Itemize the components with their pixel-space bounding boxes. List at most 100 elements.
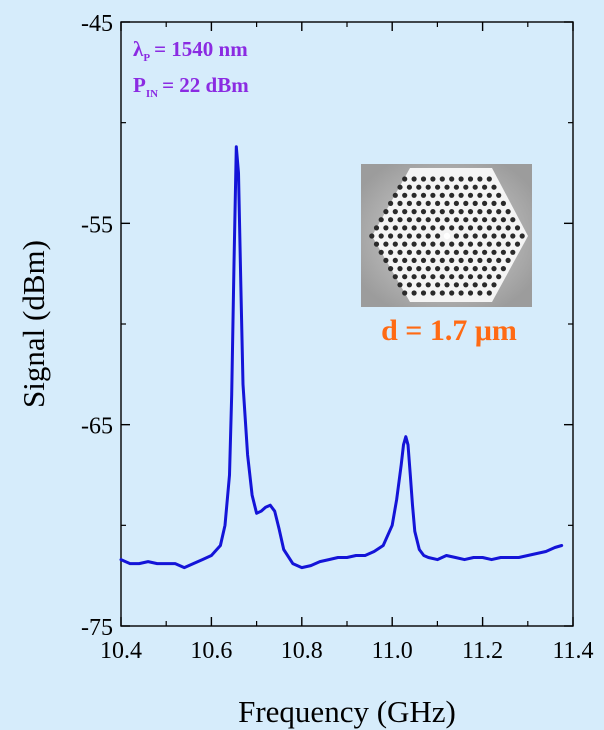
lattice-hole <box>439 274 445 280</box>
lattice-hole <box>458 257 464 263</box>
lattice-hole <box>467 257 474 263</box>
lattice-hole <box>402 274 408 280</box>
lattice-hole <box>482 282 488 288</box>
lattice-hole <box>430 225 436 231</box>
lattice-hole <box>430 290 436 296</box>
lattice-hole <box>472 266 478 272</box>
lattice-hole <box>444 217 450 223</box>
lattice-hole <box>392 274 398 280</box>
lattice-hole <box>500 249 506 255</box>
lattice-hole <box>397 249 403 255</box>
lattice-hole <box>467 274 474 280</box>
lattice-hole <box>439 176 445 182</box>
lattice-hole <box>510 233 516 239</box>
lattice-hole <box>411 241 417 247</box>
lattice-hole <box>486 274 492 280</box>
lattice-hole <box>482 200 488 206</box>
lattice-hole <box>425 266 431 272</box>
lattice-hole <box>388 200 394 206</box>
lattice-hole <box>402 290 408 296</box>
lattice-hole <box>420 274 427 280</box>
lattice-hole <box>411 176 417 182</box>
lattice-hole <box>482 217 488 223</box>
lattice-hole <box>486 257 492 263</box>
lattice-hole <box>472 233 478 239</box>
lattice-hole <box>444 200 450 206</box>
lattice-hole <box>453 266 459 272</box>
lattice-hole <box>449 225 455 231</box>
lattice-hole <box>496 209 502 215</box>
lattice-hole <box>477 241 483 247</box>
lattice-hole <box>510 217 516 223</box>
lattice-hole <box>491 217 497 223</box>
lattice-hole <box>383 209 389 215</box>
lattice-hole <box>482 249 488 255</box>
lattice-hole <box>416 217 422 223</box>
inset-label: d = 1.7 μm <box>381 314 517 347</box>
lattice-hole <box>383 225 389 231</box>
series-line <box>119 145 564 570</box>
lattice-hole <box>505 241 511 247</box>
lattice-hole <box>500 266 506 272</box>
lattice-hole <box>406 184 412 190</box>
lattice-hole <box>392 209 398 215</box>
lattice-hole <box>388 233 394 239</box>
lattice-hole <box>467 192 474 198</box>
lattice-hole <box>477 225 483 231</box>
lattice-hole <box>458 290 464 296</box>
lattice-hole <box>491 184 497 190</box>
x-tick-label: 10.6 <box>190 638 232 664</box>
tick-labels: 10.4 10.6 10.8 11.0 11.2 11.4 -45 -55 -65 -75 <box>81 11 594 664</box>
lattice-hole <box>435 184 441 190</box>
lattice-hole <box>463 249 469 255</box>
lattice-hole <box>402 241 408 247</box>
lattice-hole <box>425 249 431 255</box>
lattice-hole <box>477 209 483 215</box>
lattice-hole <box>397 282 403 288</box>
lattice-hole <box>411 225 417 231</box>
lattice-hole <box>463 282 469 288</box>
lattice-hole <box>416 200 422 206</box>
lattice-hole <box>496 257 502 263</box>
lattice-hole <box>458 241 464 247</box>
lattice-hole <box>449 192 455 198</box>
lattice-hole <box>388 249 394 255</box>
lattice-hole <box>467 290 474 296</box>
pump-wavelength-annotation: λP = 1540 nm <box>133 37 248 64</box>
lattice-hole <box>500 200 506 206</box>
lattice-hole <box>383 257 389 263</box>
lattice-hole <box>383 241 389 247</box>
lattice-hole <box>439 192 445 198</box>
lattice-hole <box>444 249 450 255</box>
lattice-hole <box>449 176 455 182</box>
lattice-hole <box>514 241 521 247</box>
y-axis-title: Signal (dBm) <box>16 240 51 408</box>
lattice-hole <box>491 266 497 272</box>
lattice-hole <box>458 192 464 198</box>
lattice-hole <box>420 176 427 182</box>
lattice-hole <box>458 274 464 280</box>
lattice-hole <box>453 233 459 239</box>
lattice-hole <box>467 241 474 247</box>
lattice-hole <box>397 233 403 239</box>
lattice-hole <box>435 266 441 272</box>
fiber-cross-section-inset <box>361 164 532 307</box>
lattice-hole <box>392 192 398 198</box>
y-tick-label: -55 <box>81 212 113 238</box>
lattice-hole <box>397 266 403 272</box>
lattice-hole <box>491 282 497 288</box>
lattice-hole <box>416 282 422 288</box>
lattice-hole <box>406 282 412 288</box>
lattice-hole <box>500 217 506 223</box>
lattice-hole <box>463 217 469 223</box>
lattice-hole <box>369 233 375 239</box>
lattice-hole <box>486 225 492 231</box>
lattice-hole <box>425 184 431 190</box>
lattice-hole <box>458 209 464 215</box>
lattice-hole <box>491 200 497 206</box>
lattice-hole <box>486 192 492 198</box>
lattice-hole <box>505 209 511 215</box>
lattice-hole <box>510 249 516 255</box>
lattice-hole <box>392 241 398 247</box>
lattice-hole <box>430 176 436 182</box>
